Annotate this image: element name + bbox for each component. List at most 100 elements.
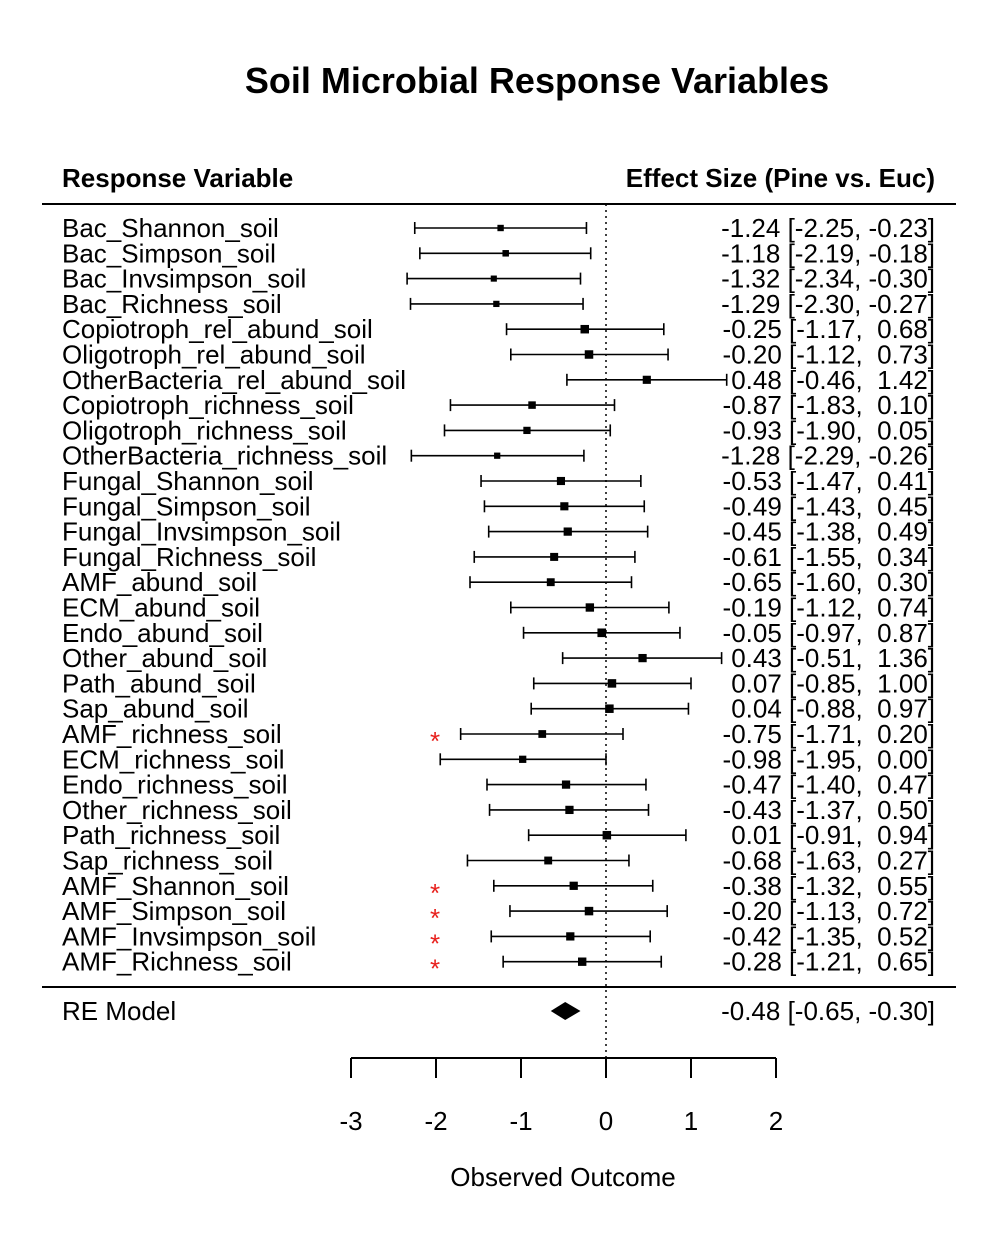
effect-size-text: 0.43 [-0.51, 1.36]: [731, 643, 935, 673]
study-row: Path_abund_soil 0.07 [-0.85, 1.00]: [62, 668, 935, 698]
effect-size-text: -0.28 [-1.21, 0.65]: [723, 947, 935, 977]
study-row: Bac_Simpson_soil -1.18 [-2.19, -0.18]: [62, 238, 935, 268]
study-label: Bac_Shannon_soil: [62, 213, 279, 243]
study-label: Copiotroph_rel_abund_soil: [62, 314, 373, 344]
study-row: Fungal_Invsimpson_soil -0.45 [-1.38, 0.49…: [62, 517, 935, 547]
summary-row: RE Model -0.48 [-0.65, -0.30]: [62, 996, 935, 1026]
study-row: AMF_Shannon_soil * -0.38 [-1.32, 0.55]: [62, 871, 935, 908]
study-row: OtherBacteria_rel_abund_soil 0.48 [-0.46,…: [62, 365, 935, 395]
summary-diamond: [550, 1002, 581, 1020]
point-estimate: [607, 679, 617, 688]
effect-size-text: -0.93 [-1.90, 0.05]: [723, 415, 935, 445]
study-label: OtherBacteria_richness_soil: [62, 441, 387, 471]
effect-size-text: -0.43 [-1.37, 0.50]: [723, 795, 935, 825]
summary-label: RE Model: [62, 996, 176, 1026]
point-estimate: [584, 350, 594, 359]
point-estimate: [502, 250, 509, 257]
point-estimate: [519, 755, 527, 763]
point-estimate: [638, 653, 647, 663]
study-row: AMF_Invsimpson_soil * -0.42 [-1.35, 0.52]: [62, 921, 935, 958]
significance-marker: *: [430, 903, 440, 933]
point-estimate: [550, 552, 559, 561]
study-label: Fungal_Richness_soil: [62, 542, 316, 572]
x-axis-label: Observed Outcome: [450, 1162, 675, 1192]
effect-size-text: -0.68 [-1.63, 0.27]: [723, 846, 935, 876]
point-estimate: [560, 502, 569, 511]
study-label: Fungal_Simpson_soil: [62, 491, 311, 521]
left-column-header: Response Variable: [62, 163, 293, 193]
study-row: Path_richness_soil 0.01 [-0.91, 0.94]: [62, 820, 935, 850]
study-row: Oligotroph_richness_soil -0.93 [-1.90, 0.…: [62, 415, 935, 445]
study-row: Copiotroph_rel_abund_soil -0.25 [-1.17, 0…: [62, 314, 935, 344]
effect-size-text: 0.01 [-0.91, 0.94]: [731, 820, 935, 850]
study-row: Endo_abund_soil -0.05 [-0.97, 0.87]: [62, 618, 935, 648]
significance-marker: *: [430, 954, 440, 984]
study-row: ECM_abund_soil -0.19 [-1.12, 0.74]: [62, 593, 935, 623]
study-row: ECM_richness_soil -0.98 [-1.95, 0.00]: [62, 744, 935, 774]
x-tick-label: 1: [684, 1106, 698, 1136]
point-estimate: [497, 224, 504, 232]
effect-size-text: -0.38 [-1.32, 0.55]: [723, 871, 935, 901]
effect-size-text: -0.25 [-1.17, 0.68]: [723, 314, 935, 344]
study-label: AMF_Shannon_soil: [62, 871, 289, 901]
study-label: AMF_Richness_soil: [62, 947, 292, 977]
study-row: Bac_Richness_soil -1.29 [-2.30, -0.27]: [62, 289, 935, 319]
study-row: AMF_abund_soil -0.65 [-1.60, 0.30]: [62, 567, 935, 597]
point-estimate: [580, 324, 589, 334]
point-estimate: [528, 401, 536, 409]
study-label: AMF_richness_soil: [62, 719, 282, 749]
point-estimate: [544, 856, 553, 865]
point-estimate: [490, 275, 497, 282]
x-tick-label: -3: [339, 1106, 362, 1136]
effect-size-text: -0.20 [-1.13, 0.72]: [723, 896, 935, 926]
point-estimate: [602, 830, 612, 840]
study-label: AMF_Invsimpson_soil: [62, 921, 316, 951]
effect-size-text: -0.19 [-1.12, 0.74]: [723, 593, 935, 623]
study-label: ECM_abund_soil: [62, 593, 260, 623]
study-label: Sap_abund_soil: [62, 694, 249, 724]
effect-size-text: -0.75 [-1.71, 0.20]: [723, 719, 935, 749]
point-estimate: [566, 932, 575, 941]
study-label: Copiotroph_richness_soil: [62, 390, 354, 420]
study-label: Other_abund_soil: [62, 643, 267, 673]
study-row: AMF_Simpson_soil * -0.20 [-1.13, 0.72]: [62, 896, 935, 933]
effect-size-text: -1.18 [-2.19, -0.18]: [721, 238, 935, 268]
effect-size-text: -0.53 [-1.47, 0.41]: [723, 466, 935, 496]
study-label: Path_abund_soil: [62, 668, 256, 698]
study-label: Sap_richness_soil: [62, 846, 273, 876]
x-tick-label: -1: [509, 1106, 532, 1136]
study-label: Other_richness_soil: [62, 795, 292, 825]
study-row: Fungal_Simpson_soil -0.49 [-1.43, 0.45]: [62, 491, 935, 521]
effect-size-text: -0.20 [-1.12, 0.73]: [723, 340, 935, 370]
point-estimate: [585, 603, 595, 612]
study-label: Fungal_Shannon_soil: [62, 466, 314, 496]
right-column-header: Effect Size (Pine vs. Euc): [626, 163, 935, 193]
effect-size-text: 0.04 [-0.88, 0.97]: [731, 694, 935, 724]
point-estimate: [563, 527, 572, 536]
significance-marker: *: [430, 726, 440, 756]
point-estimate: [569, 881, 578, 890]
effect-size-text: -0.87 [-1.83, 0.10]: [723, 390, 935, 420]
point-estimate: [556, 476, 566, 486]
point-estimate: [538, 730, 547, 738]
effect-size-text: -1.28 [-2.29, -0.26]: [721, 441, 935, 471]
effect-size-text: 0.48 [-0.46, 1.42]: [731, 365, 935, 395]
study-row: Oligotroph_rel_abund_soil -0.20 [-1.12, 0…: [62, 340, 935, 370]
significance-marker: *: [430, 928, 440, 958]
x-tick-label: 2: [769, 1106, 783, 1136]
study-row: AMF_richness_soil * -0.75 [-1.71, 0.20]: [62, 719, 935, 756]
study-row: Fungal_Shannon_soil -0.53 [-1.47, 0.41]: [62, 466, 935, 496]
x-tick-label: 0: [599, 1106, 613, 1136]
study-row: Sap_richness_soil -0.68 [-1.63, 0.27]: [62, 846, 935, 876]
effect-size-text: 0.07 [-0.85, 1.00]: [731, 668, 935, 698]
point-estimate: [493, 300, 500, 308]
study-label: AMF_abund_soil: [62, 567, 257, 597]
study-row: Other_richness_soil -0.43 [-1.37, 0.50]: [62, 795, 935, 825]
point-estimate: [597, 628, 607, 638]
point-estimate: [494, 452, 501, 459]
study-row: Copiotroph_richness_soil -0.87 [-1.83, 0.…: [62, 390, 935, 420]
effect-size-text: -0.65 [-1.60, 0.30]: [723, 567, 935, 597]
effect-size-text: -1.24 [-2.25, -0.23]: [721, 213, 935, 243]
